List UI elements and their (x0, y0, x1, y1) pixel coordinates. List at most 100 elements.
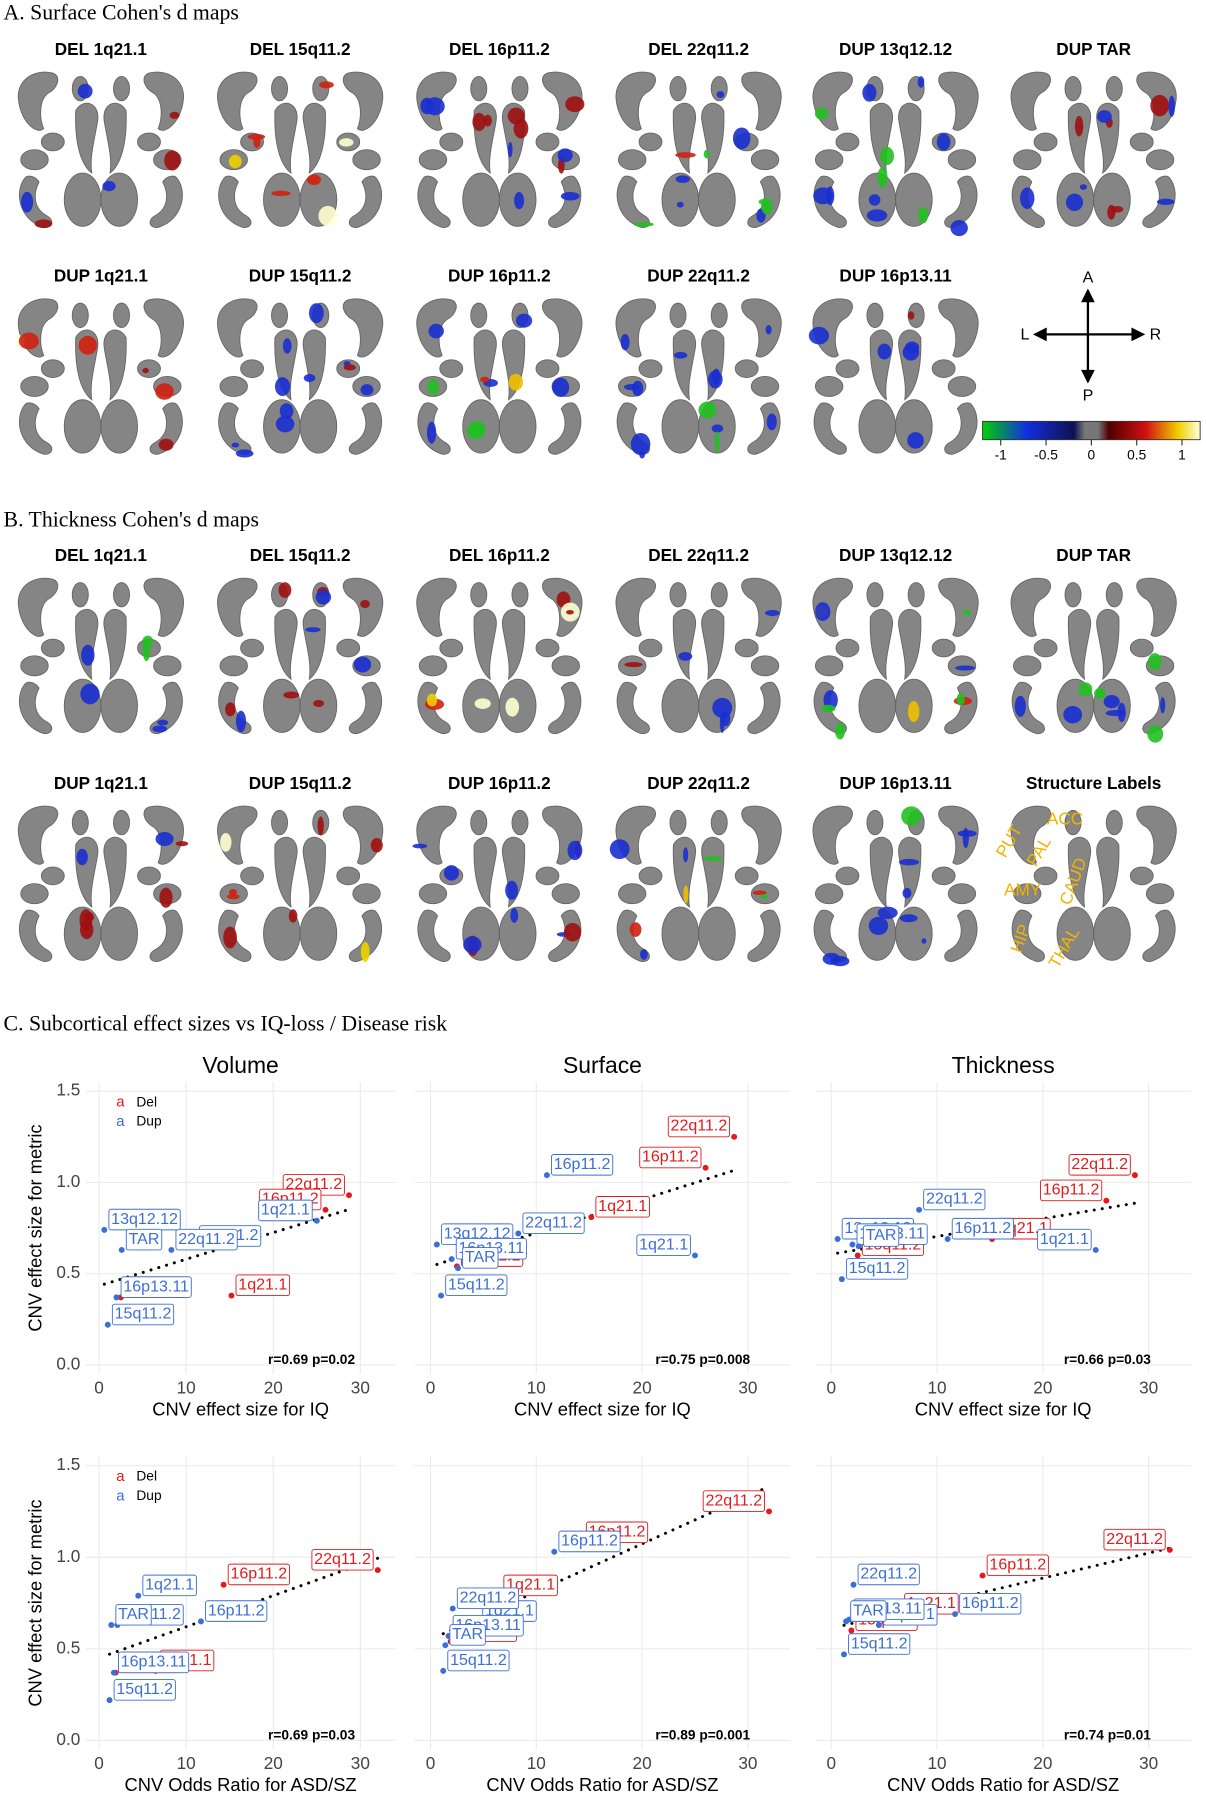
legend-glyph: a (116, 1114, 125, 1130)
brain (417, 299, 582, 454)
point (840, 1651, 847, 1658)
effect-patch (466, 423, 485, 440)
effect-patch (761, 198, 773, 215)
label-box (522, 1212, 585, 1234)
label-box (118, 1651, 190, 1674)
effect-patch (343, 364, 356, 371)
x-tick-label: 30 (351, 1377, 370, 1397)
effect-patch (283, 691, 300, 699)
effect-patch (278, 582, 292, 598)
brain-map (417, 72, 585, 227)
effect-patch (624, 662, 643, 668)
point-label: TAR (118, 1605, 149, 1623)
map-title: DUP 16p11.2 (448, 773, 551, 793)
effect-patch (560, 191, 580, 201)
point (702, 1164, 709, 1171)
brain-map (218, 578, 383, 733)
effect-patch (34, 219, 53, 229)
point (438, 1292, 445, 1299)
label-box (311, 1549, 374, 1571)
map-title: DUP 13q12.12 (839, 545, 952, 565)
effect-patch (674, 351, 688, 359)
label-box (1068, 1154, 1131, 1176)
effect-patch (164, 150, 181, 171)
label-box (447, 1649, 510, 1672)
y-tick-label: 1.5 (56, 1454, 80, 1474)
effect-patch (624, 383, 640, 391)
label-box (456, 1587, 520, 1610)
point-label: TAR (129, 1230, 160, 1248)
point (843, 1618, 850, 1625)
label-box (113, 1679, 176, 1701)
x-axis-label: CNV effect size for IQ (514, 1399, 691, 1420)
point (110, 1669, 117, 1676)
map-title: DUP TAR (1056, 39, 1131, 59)
effect-patch (157, 719, 169, 726)
colorbar-tick-label: -0.5 (1034, 447, 1058, 462)
legend-label: Del (136, 1469, 157, 1484)
effect-patch (306, 174, 321, 186)
x-tick-label: 30 (1139, 1377, 1158, 1397)
trend-line (441, 1484, 771, 1636)
point-label: 15q11.2 (115, 1305, 172, 1323)
legend-label: Del (136, 1094, 157, 1109)
point (855, 1243, 862, 1250)
effect-patch (835, 722, 846, 740)
effect-patch (427, 379, 439, 395)
brain (18, 72, 183, 227)
effect-patch (508, 373, 524, 391)
brain-map (412, 806, 583, 961)
colorbar-tick-label: 1 (1178, 447, 1186, 462)
effect-patch (360, 941, 370, 962)
brain-map (616, 578, 781, 733)
x-tick-label: 0 (827, 1377, 837, 1397)
point-label: TAR (452, 1625, 483, 1643)
point-label: 22q11.2 (705, 1491, 762, 1509)
effect-patch (309, 303, 324, 324)
effect-patch (708, 370, 723, 389)
point-label: 22q11.2 (671, 1117, 728, 1135)
map-title: DEL 22q11.2 (648, 39, 749, 59)
point (168, 1246, 175, 1253)
colorbar-tick-label: 0.5 (1127, 447, 1146, 462)
panel-c-title: C. Subcortical effect sizes vs IQ-loss /… (4, 1012, 448, 1036)
point (106, 1697, 113, 1704)
x-axis-label: CNV Odds Ratio for ASD/SZ (486, 1774, 718, 1795)
effect-patch (142, 639, 151, 662)
x-tick-label: 0 (827, 1753, 837, 1773)
effect-patch (426, 693, 438, 707)
effect-patch (675, 152, 696, 158)
effect-patch (566, 609, 574, 615)
brain-map (218, 806, 383, 962)
label-box (551, 1154, 614, 1176)
point-label: 22q11.2 (926, 1190, 983, 1208)
panel-b-title: B. Thickness Cohen's d maps (4, 508, 259, 532)
point-label: TAR (866, 1226, 897, 1244)
brain (813, 72, 978, 227)
map-title: DEL 22q11.2 (648, 545, 749, 565)
effect-patch (247, 133, 266, 140)
map-title: DUP 13q12.12 (839, 39, 952, 59)
effect-patch (760, 894, 769, 899)
brain (417, 72, 582, 227)
map-title: DUP 1q21.1 (54, 773, 149, 793)
effect-patch (698, 401, 717, 419)
map-title: DUP 15q11.2 (249, 773, 352, 793)
point (850, 1581, 857, 1588)
brain (417, 806, 582, 961)
effect-patch (640, 949, 648, 960)
effect-patch (899, 914, 918, 923)
point (113, 1294, 120, 1301)
point (952, 1611, 959, 1618)
x-tick-label: 30 (738, 1753, 757, 1773)
effect-patch (152, 725, 168, 733)
map-title: DUP 16p13.11 (839, 773, 952, 793)
effect-patch (557, 148, 573, 163)
point (1103, 1197, 1110, 1204)
effect-patch (703, 856, 723, 861)
effect-patch (1103, 695, 1120, 709)
label-box (702, 1490, 765, 1512)
brain-map (417, 578, 582, 733)
point (374, 1567, 381, 1574)
map-title: DEL 1q21.1 (55, 545, 148, 565)
